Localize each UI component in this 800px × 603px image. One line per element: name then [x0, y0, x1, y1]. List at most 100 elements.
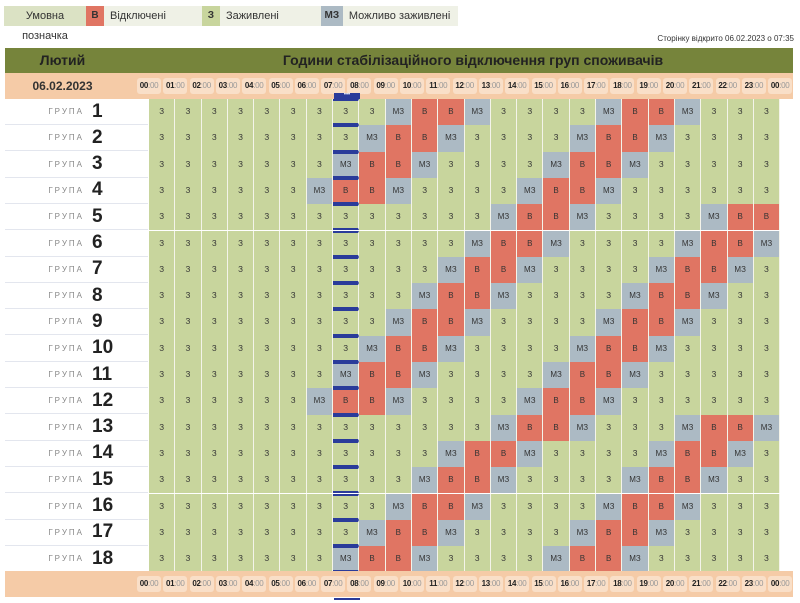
- hour-value: 20: [665, 81, 675, 90]
- schedule-cell: З: [280, 414, 307, 441]
- schedule-cell: З: [517, 467, 544, 494]
- schedule-cell: МЗ: [333, 151, 360, 178]
- legend-on-label: Заживлені: [225, 10, 279, 22]
- schedule-cell: З: [438, 151, 465, 178]
- bottom-hour-label: 22:00: [715, 576, 740, 592]
- schedule-cell: В: [438, 309, 465, 336]
- schedule-cell: МЗ: [596, 388, 623, 415]
- group-number: 10: [92, 337, 114, 359]
- group-row: З З З З З З МЗ В В МЗ З З З З МЗ В В МЗ З З З З З З: [149, 177, 781, 205]
- schedule-cell: З: [149, 440, 176, 468]
- schedule-cell: З: [201, 388, 228, 415]
- group-row: З З З З З З З МЗ В В МЗ З З З З МЗ В В МЗ З З З З З: [149, 151, 781, 178]
- group-word: ГРУПА: [48, 264, 84, 274]
- current-hour-marker: •••: [334, 92, 360, 99]
- schedule-cell: В: [674, 256, 702, 284]
- schedule-cell: З: [543, 493, 570, 520]
- hour-value: 19: [639, 81, 648, 90]
- schedule-cell: З: [517, 151, 544, 178]
- group-word: ГРУПА: [48, 475, 84, 485]
- schedule-cell: В: [385, 125, 412, 152]
- schedule-cell: МЗ: [517, 440, 544, 468]
- schedule-cell: МЗ: [517, 256, 544, 284]
- schedule-cell: З: [254, 519, 281, 547]
- schedule-cell: В: [648, 99, 675, 126]
- schedule-cell: В: [464, 467, 491, 494]
- schedule-cell: З: [753, 151, 781, 178]
- hour-value: 04: [244, 579, 254, 588]
- bottom-hour-label: 00:00: [768, 576, 793, 592]
- schedule-cell: З: [753, 256, 781, 284]
- minutes-suffix: :00: [674, 579, 685, 588]
- schedule-cell: З: [254, 493, 281, 520]
- schedule-cell: В: [727, 204, 754, 231]
- schedule-cell: В: [596, 125, 623, 152]
- schedule-cell: З: [727, 519, 754, 547]
- hour-value: 06: [297, 579, 307, 588]
- schedule-cell: З: [280, 256, 307, 284]
- schedule-cell: МЗ: [569, 335, 597, 362]
- schedule-cell: З: [280, 125, 307, 152]
- minutes-suffix: :00: [253, 579, 264, 588]
- hour-value: 21: [692, 81, 701, 90]
- schedule-cell: З: [175, 467, 202, 494]
- group-number: 18: [92, 547, 114, 569]
- schedule-cell: З: [411, 230, 439, 257]
- schedule-cell: З: [175, 309, 202, 336]
- bottom-hour-label: 13:00: [478, 576, 503, 592]
- hour-value: 11: [429, 579, 438, 588]
- schedule-cell: З: [359, 230, 386, 257]
- schedule-cell: З: [727, 309, 754, 336]
- bottom-hour-label: 04:00: [242, 576, 267, 592]
- schedule-cell: З: [227, 493, 255, 520]
- schedule-cell: МЗ: [385, 388, 412, 415]
- schedule-cell: З: [175, 283, 202, 310]
- group-label: ГРУПА 8: [5, 283, 148, 310]
- schedule-cell: З: [701, 309, 728, 336]
- schedule-cell: МЗ: [596, 309, 623, 336]
- schedule-cell: З: [306, 99, 334, 126]
- schedule-cell: В: [674, 283, 702, 310]
- schedule-cell: В: [701, 414, 728, 441]
- group-label: ГРУПА 14: [5, 441, 148, 467]
- schedule-cell: З: [280, 493, 307, 520]
- schedule-cell: В: [543, 177, 570, 205]
- schedule-cell: З: [543, 125, 570, 152]
- minutes-suffix: :00: [726, 81, 738, 90]
- schedule-cell: З: [727, 388, 754, 415]
- hour-value: 09: [376, 81, 385, 90]
- schedule-cell: З: [385, 440, 412, 468]
- schedule-cell: В: [622, 519, 649, 547]
- schedule-cell: З: [306, 362, 334, 389]
- minutes-suffix: :00: [542, 579, 554, 588]
- schedule-cell: З: [385, 230, 412, 257]
- schedule-cell: З: [359, 256, 386, 284]
- schedule-cell: З: [201, 230, 228, 257]
- table-title: Години стабілізаційного відключення груп…: [282, 52, 664, 68]
- hour-value: 10: [402, 579, 412, 588]
- schedule-cell: В: [438, 467, 465, 494]
- minutes-suffix: :00: [437, 579, 448, 588]
- group-number: 13: [92, 416, 114, 438]
- schedule-cell: МЗ: [438, 335, 465, 362]
- schedule-cell: З: [517, 125, 544, 152]
- schedule-cell: З: [569, 309, 597, 336]
- minutes-suffix: :00: [174, 579, 185, 588]
- minutes-suffix: :00: [568, 579, 580, 588]
- schedule-cell: З: [333, 99, 360, 126]
- minutes-suffix: :00: [305, 579, 317, 588]
- hour-value: 05: [271, 579, 280, 588]
- schedule-cell: З: [569, 99, 597, 126]
- group-row: З З З З З З З З МЗ В В МЗ З З З З МЗ В В МЗ З З З З: [149, 519, 781, 547]
- minutes-suffix: :00: [358, 579, 369, 588]
- schedule-cell: З: [464, 204, 491, 231]
- schedule-cell: З: [385, 283, 412, 310]
- group-row: З З З З З З З З З З З З З МЗ В В МЗ З З З З МЗ В В: [149, 204, 781, 231]
- bottom-hour-label: 14:00: [505, 576, 530, 592]
- schedule-cell: З: [543, 256, 570, 284]
- schedule-cell: МЗ: [385, 493, 412, 520]
- group-word: ГРУПА: [48, 422, 84, 432]
- schedule-cell: В: [622, 125, 649, 152]
- schedule-cell: МЗ: [622, 151, 649, 178]
- schedule-cell: З: [333, 335, 360, 362]
